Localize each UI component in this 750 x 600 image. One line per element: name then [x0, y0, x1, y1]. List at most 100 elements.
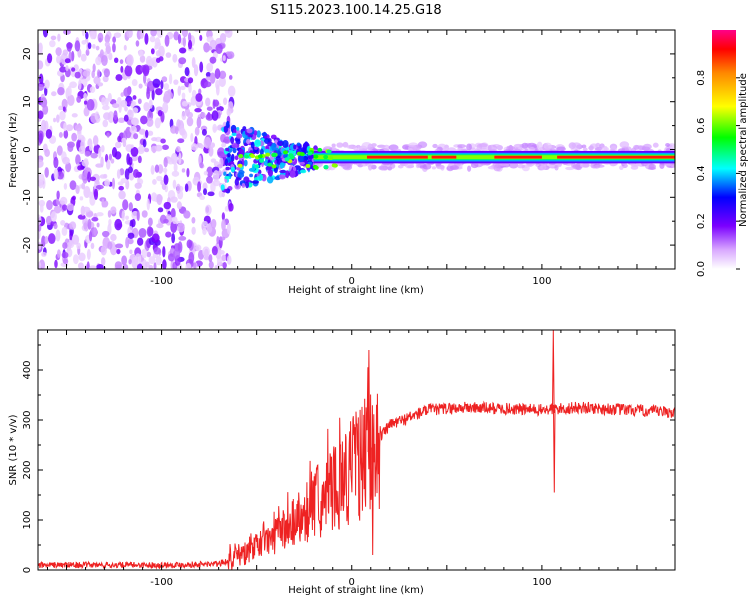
heatmap-cell	[191, 57, 196, 69]
heatmap-cell	[145, 129, 149, 139]
heatmap-cell	[126, 97, 132, 106]
heatmap-cell	[571, 142, 582, 149]
heatmap-cell	[125, 236, 130, 249]
heatmap-cell	[86, 99, 95, 111]
heatmap-cell	[117, 181, 124, 186]
heatmap-cell	[66, 203, 75, 212]
heatmap-cell	[230, 136, 235, 144]
heatmap-cell	[101, 96, 106, 106]
heatmap-cell	[107, 210, 112, 218]
heatmap-cell	[540, 164, 547, 171]
heatmap-cell	[449, 165, 460, 171]
heatmap-cell	[174, 126, 179, 135]
heatmap-cell	[225, 147, 230, 152]
heatmap-cell	[215, 43, 223, 54]
heatmap-cell	[178, 152, 182, 165]
heatmap-cell	[170, 152, 178, 165]
heatmap-cell	[176, 183, 181, 195]
heatmap-cell	[53, 223, 58, 230]
heatmap-cell	[190, 132, 194, 143]
heatmap-cell	[113, 110, 118, 121]
heatmap-cell	[178, 57, 187, 65]
heatmap-cell	[137, 155, 142, 164]
heatmap-cell	[171, 232, 176, 244]
heatmap-cell	[155, 88, 163, 96]
heatmap-cell	[271, 153, 277, 158]
heatmap-cell	[221, 212, 225, 221]
heatmap-cell	[154, 164, 160, 173]
heatmap-cell	[94, 111, 100, 121]
heatmap-cell	[123, 44, 127, 51]
heatmap-cell	[195, 93, 203, 102]
heatmap-cell	[205, 97, 211, 107]
heatmap-cell	[163, 201, 172, 210]
heatmap-cell	[187, 32, 192, 42]
heatmap-cell	[236, 127, 240, 131]
heatmap-cell	[299, 152, 305, 157]
snr-chart: -100 0 100 0 100 200 300 400 Height of straight…	[8, 329, 676, 596]
x-tick-label: 100	[532, 276, 551, 287]
heatmap-cell	[671, 164, 675, 168]
heatmap-cell	[206, 223, 213, 234]
heatmap-cell	[78, 79, 82, 91]
colorbar-tick-label: 0.8	[696, 70, 707, 86]
heatmap-cell	[331, 163, 337, 168]
heatmap-cell	[137, 146, 145, 155]
heatmap-cell	[231, 142, 238, 148]
heatmap-cell	[221, 142, 227, 148]
heatmap-cell	[217, 170, 223, 176]
heatmap-cell	[44, 167, 49, 178]
heatmap-cell	[107, 241, 113, 250]
heatmap-cell	[196, 116, 202, 129]
heatmap-cell	[83, 222, 88, 230]
heatmap-cell	[80, 139, 86, 151]
heatmap-cell	[147, 217, 153, 227]
snr-y-label: SNR (10 * v/v)	[8, 414, 19, 485]
heatmap-cell	[88, 231, 93, 242]
heatmap-cell	[122, 199, 129, 211]
heatmap-cell	[67, 143, 74, 152]
heatmap-cell	[65, 124, 74, 132]
heatmap-cell	[242, 126, 247, 131]
figure-title: S115.2023.100.14.25.G18	[270, 3, 441, 18]
heatmap-cell	[148, 256, 156, 265]
heatmap-cell	[199, 61, 204, 73]
heatmap-y-label: Frequency (Hz)	[8, 112, 19, 188]
heatmap-cell	[104, 34, 111, 44]
heatmap-cell	[130, 144, 134, 149]
heatmap-cell	[254, 164, 260, 169]
heatmap-cell	[205, 113, 214, 121]
heatmap-cell	[72, 254, 79, 265]
heatmap-cell	[96, 222, 100, 228]
heatmap-cell	[117, 135, 122, 143]
heatmap-cell	[336, 142, 344, 148]
heatmap-cell	[191, 217, 196, 224]
heatmap-cell	[221, 254, 227, 262]
heatmap-cell	[206, 106, 213, 111]
heatmap-cell	[97, 82, 104, 87]
heatmap-cell	[194, 108, 202, 113]
heatmap-cell	[102, 112, 111, 121]
heatmap-cell	[161, 76, 168, 83]
heatmap-cell	[231, 132, 237, 137]
heatmap-cell	[279, 169, 287, 174]
heatmap-cell	[188, 252, 195, 264]
heatmap-cell	[136, 237, 144, 246]
heatmap-cell	[120, 92, 125, 97]
heatmap-cell	[165, 52, 172, 58]
heatmap-cell	[79, 196, 84, 201]
heatmap-cell	[95, 56, 102, 66]
heatmap-cell	[202, 227, 207, 236]
heatmap-cell	[127, 232, 135, 239]
heatmap-cell	[53, 156, 59, 169]
heatmap-cell	[56, 55, 62, 64]
heatmap-cell	[207, 191, 215, 197]
heatmap-cell	[317, 147, 323, 152]
heatmap-cell	[100, 144, 105, 153]
heatmap-cell	[261, 132, 268, 137]
heatmap-cell	[151, 233, 160, 243]
heatmap-cell	[177, 138, 185, 144]
heatmap-cell	[146, 86, 150, 95]
heatmap-cell	[49, 40, 56, 48]
heatmap-cell	[210, 218, 217, 229]
